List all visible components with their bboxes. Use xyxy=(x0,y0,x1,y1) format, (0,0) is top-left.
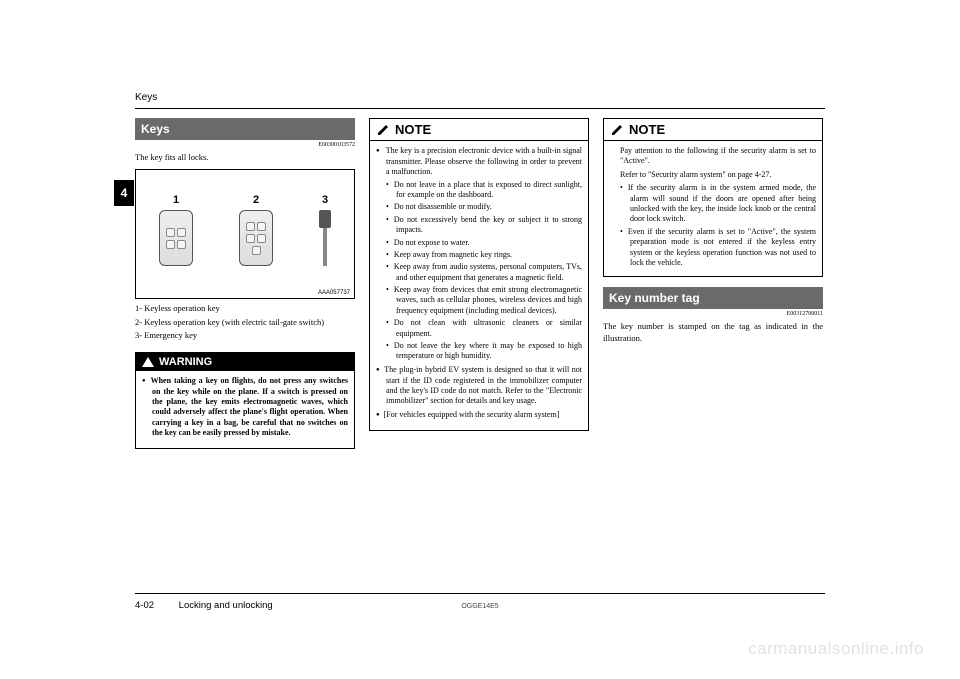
watermark: carmanualsonline.info xyxy=(748,639,924,659)
section-code: E00300103572 xyxy=(135,142,355,148)
note-sub-item: Do not expose to water. xyxy=(386,238,582,248)
note-body: Pay attention to the following if the se… xyxy=(604,141,822,276)
note-sub-item: Do not leave in a place that is exposed … xyxy=(386,180,582,201)
section-title-keys: Keys xyxy=(135,118,355,140)
note-sub-item: Do not leave the key where it may be exp… xyxy=(386,341,582,362)
note-title-text: NOTE xyxy=(629,122,665,137)
running-head: Keys xyxy=(135,92,157,103)
note-sub-item: Keep away from devices that emit strong … xyxy=(386,285,582,316)
note-title: NOTE xyxy=(370,119,588,141)
note-sub-item: Even if the security alarm is set to "Ac… xyxy=(620,227,816,269)
note-sub-item: Do not excessively bend the key or subje… xyxy=(386,215,582,236)
header-rule xyxy=(135,108,825,109)
note-box-1: NOTE The key is a precision electronic d… xyxy=(369,118,589,431)
note-sub-item: If the security alarm is in the system a… xyxy=(620,183,816,225)
key-figure-label-3: 3 xyxy=(319,194,331,206)
note-sub-item: Do not disassemble or modify. xyxy=(386,202,582,212)
note-pen-icon xyxy=(610,123,624,137)
key-item-3: 3 xyxy=(319,194,331,266)
note-item-text: The key is a precision electronic device… xyxy=(386,146,582,176)
column-3: NOTE Pay attention to the following if t… xyxy=(603,118,823,449)
key-figure: 1 2 3 xyxy=(135,169,355,299)
section-title-key-number-tag: Key number tag xyxy=(603,287,823,309)
key-item-1: 1 xyxy=(159,194,193,266)
key-fob-icon xyxy=(159,210,193,266)
section-code: E00312700011 xyxy=(603,311,823,317)
warning-triangle-icon xyxy=(142,357,154,367)
warning-body: When taking a key on flights, do not pre… xyxy=(136,371,354,448)
column-1: Keys E00300103572 The key fits all locks… xyxy=(135,118,355,449)
key-illustration: 1 2 3 xyxy=(136,180,354,280)
note-body: The key is a precision electronic device… xyxy=(370,141,588,430)
note-paragraph: Pay attention to the following if the se… xyxy=(610,146,816,167)
figure-code: AAA057737 xyxy=(318,290,350,296)
doc-code: OGGE14E5 xyxy=(0,603,960,610)
note-title: NOTE xyxy=(604,119,822,141)
footer-rule xyxy=(135,593,825,594)
note-paragraph: Refer to "Security alarm system" on page… xyxy=(610,170,816,180)
legend-item-2: 2- Keyless operation key (with electric … xyxy=(135,317,355,328)
note-title-text: NOTE xyxy=(395,122,431,137)
column-2: NOTE The key is a precision electronic d… xyxy=(369,118,589,449)
note-box-2: NOTE Pay attention to the following if t… xyxy=(603,118,823,277)
legend-item-3: 3- Emergency key xyxy=(135,330,355,341)
legend-item-1: 1- Keyless operation key xyxy=(135,303,355,314)
intro-text: The key fits all locks. xyxy=(135,152,355,163)
key-figure-label-2: 2 xyxy=(239,194,273,206)
key-fob-icon xyxy=(239,210,273,266)
key-item-2: 2 xyxy=(239,194,273,266)
note-sub-item: Keep away from audio systems, personal c… xyxy=(386,262,582,283)
warning-title: WARNING xyxy=(136,353,354,371)
warning-item: When taking a key on flights, do not pre… xyxy=(142,376,348,439)
note-item: The key is a precision electronic device… xyxy=(376,146,582,362)
content-columns: Keys E00300103572 The key fits all locks… xyxy=(135,118,825,449)
note-sub-item: Keep away from magnetic key rings. xyxy=(386,250,582,260)
note-pen-icon xyxy=(376,123,390,137)
note-item: [For vehicles equipped with the security… xyxy=(376,410,582,421)
emergency-key-icon xyxy=(319,210,331,266)
note-sub-item: Do not clean with ultrasonic cleaners or… xyxy=(386,318,582,339)
note-item: The plug-in hybrid EV system is designed… xyxy=(376,365,582,407)
warning-box: WARNING When taking a key on flights, do… xyxy=(135,352,355,449)
key-figure-label-1: 1 xyxy=(159,194,193,206)
warning-title-text: WARNING xyxy=(159,356,212,368)
chapter-tab: 4 xyxy=(114,180,134,206)
key-number-tag-text: The key number is stamped on the tag as … xyxy=(603,321,823,344)
